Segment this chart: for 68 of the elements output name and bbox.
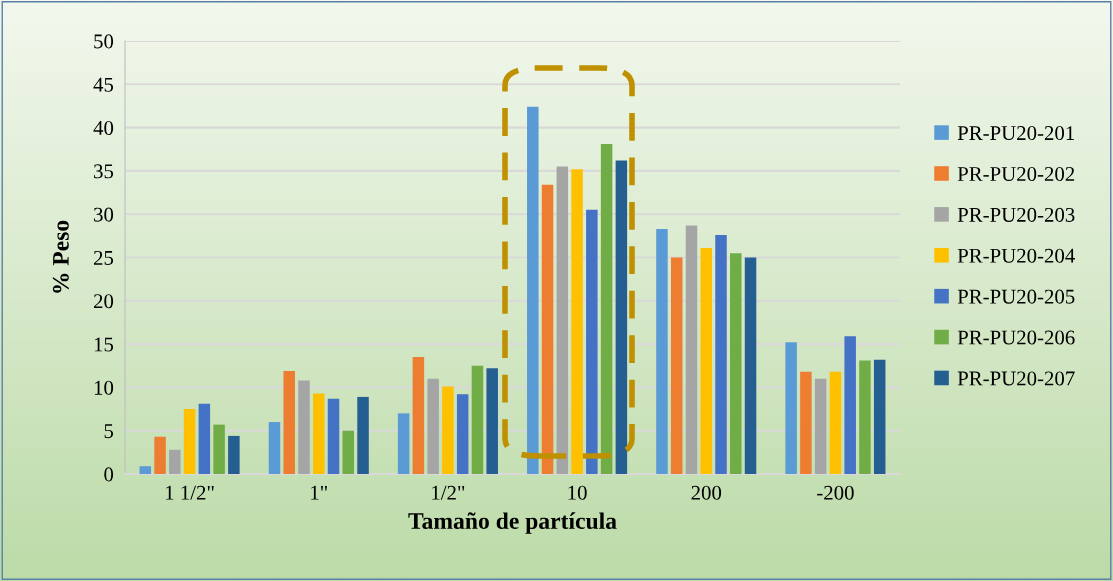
y-tick-label: 45: [93, 77, 114, 92]
bar: [327, 398, 340, 474]
y-tick-label: 40: [93, 120, 114, 136]
bar: [427, 378, 439, 474]
bar: [541, 184, 554, 474]
x-tick-label: 10: [568, 485, 587, 500]
bar: [268, 422, 281, 474]
bar: [357, 396, 369, 474]
bar: [169, 449, 181, 474]
y-tick-label: 25: [93, 250, 114, 265]
bar: [283, 370, 295, 474]
bar: [213, 424, 225, 474]
bar: [397, 413, 410, 474]
bar: [829, 371, 842, 474]
bar: [670, 257, 683, 474]
bar: [571, 169, 583, 474]
y-tick-label: 10: [94, 380, 114, 395]
y-tick-label: 20: [93, 294, 114, 309]
legend-label: PR-PU20-201: [957, 126, 1074, 141]
bar: [700, 247, 713, 474]
bar: [744, 257, 757, 474]
bar: [814, 378, 827, 474]
bar: [586, 209, 598, 474]
y-tick-label: 30: [94, 207, 114, 222]
x-tick-label: 1 1/2": [166, 485, 214, 500]
bar: [342, 430, 355, 474]
x-tick-label: 1/2": [432, 485, 465, 500]
bar: [656, 228, 668, 474]
x-tick-label: 1": [311, 485, 327, 500]
bar: [556, 166, 569, 474]
bar: [298, 380, 310, 474]
legend-label: PR-PU20-204: [957, 248, 1075, 263]
bar: [442, 386, 454, 474]
legend-label: PR-PU20-207: [957, 371, 1075, 386]
bar: [800, 371, 812, 474]
bar: [471, 365, 484, 474]
bar: [615, 160, 628, 474]
bar: [154, 436, 166, 474]
bar: [600, 144, 613, 474]
legend-label: PR-PU20-203: [957, 207, 1075, 222]
legend-label: PR-PU20-205: [957, 289, 1075, 304]
x-axis-title: Tamaño de partícula: [408, 512, 617, 534]
x-tick-label: 200: [691, 485, 722, 500]
y-axis-title: % Peso: [52, 220, 69, 293]
bar: [685, 225, 698, 474]
bar: [844, 336, 856, 474]
x-tick-label: -200: [817, 485, 854, 500]
bar: [527, 106, 539, 474]
legend-label: PR-PU20-202: [957, 166, 1075, 181]
y-tick-label: 50: [94, 34, 114, 49]
bar: [730, 253, 742, 474]
y-tick-label: 5: [104, 424, 114, 439]
y-tick-label: 0: [104, 467, 114, 482]
bar: [198, 403, 211, 474]
bar: [456, 394, 469, 474]
bar: [715, 234, 727, 474]
bar: [183, 409, 196, 474]
bar: [412, 357, 425, 474]
legend-label: PR-PU20-206: [957, 330, 1075, 345]
bar: [228, 435, 240, 474]
bar: [139, 466, 152, 474]
bar: [785, 342, 797, 474]
bar: [859, 360, 871, 474]
bar: [873, 359, 886, 474]
bar: [312, 393, 325, 474]
y-tick-label: 15: [94, 337, 114, 352]
y-tick-label: 35: [94, 164, 114, 179]
bar: [486, 368, 498, 474]
